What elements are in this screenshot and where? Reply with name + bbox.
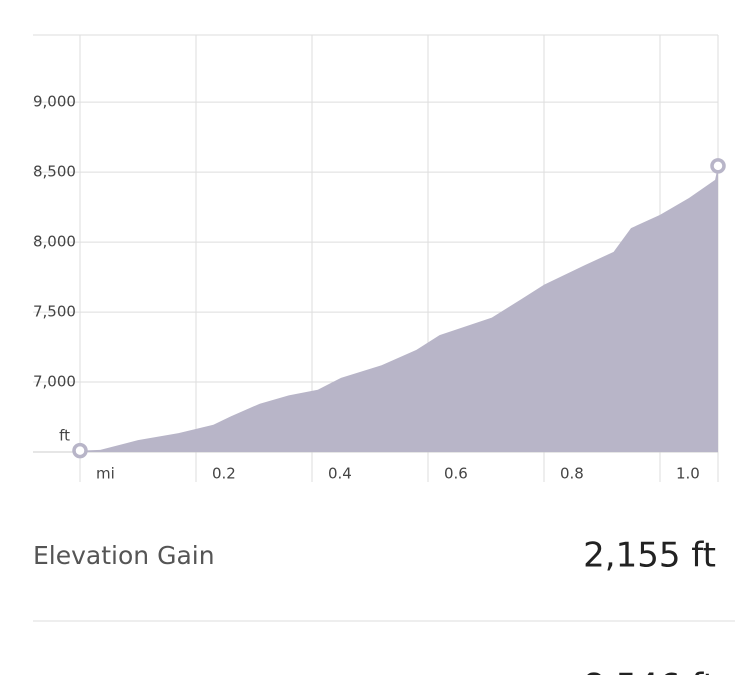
stat-value: 2,155 ft xyxy=(583,536,716,576)
stat-label: Elevation Gain xyxy=(33,541,215,570)
y-axis-label: ft xyxy=(59,427,70,445)
y-tick-label: 7,000 xyxy=(33,373,76,391)
y-tick-label: 8,000 xyxy=(33,233,76,251)
y-tick-label: 7,500 xyxy=(33,303,76,321)
endpoint-marker xyxy=(72,442,88,459)
x-tick-label: 0.2 xyxy=(212,465,236,483)
x-tick-label: 1.0 xyxy=(676,465,700,483)
x-tick-label: 0.6 xyxy=(444,465,468,483)
x-tick-label: 0.4 xyxy=(328,465,352,483)
elevation-area xyxy=(80,165,718,452)
stat-value: 8,546 ft xyxy=(583,667,716,675)
x-tick-label: mi xyxy=(96,465,115,483)
x-tick-label: 0.8 xyxy=(560,465,584,483)
y-tick-label: 8,500 xyxy=(33,163,76,181)
endpoint-marker xyxy=(710,158,726,174)
y-tick-label: 9,000 xyxy=(33,93,76,111)
